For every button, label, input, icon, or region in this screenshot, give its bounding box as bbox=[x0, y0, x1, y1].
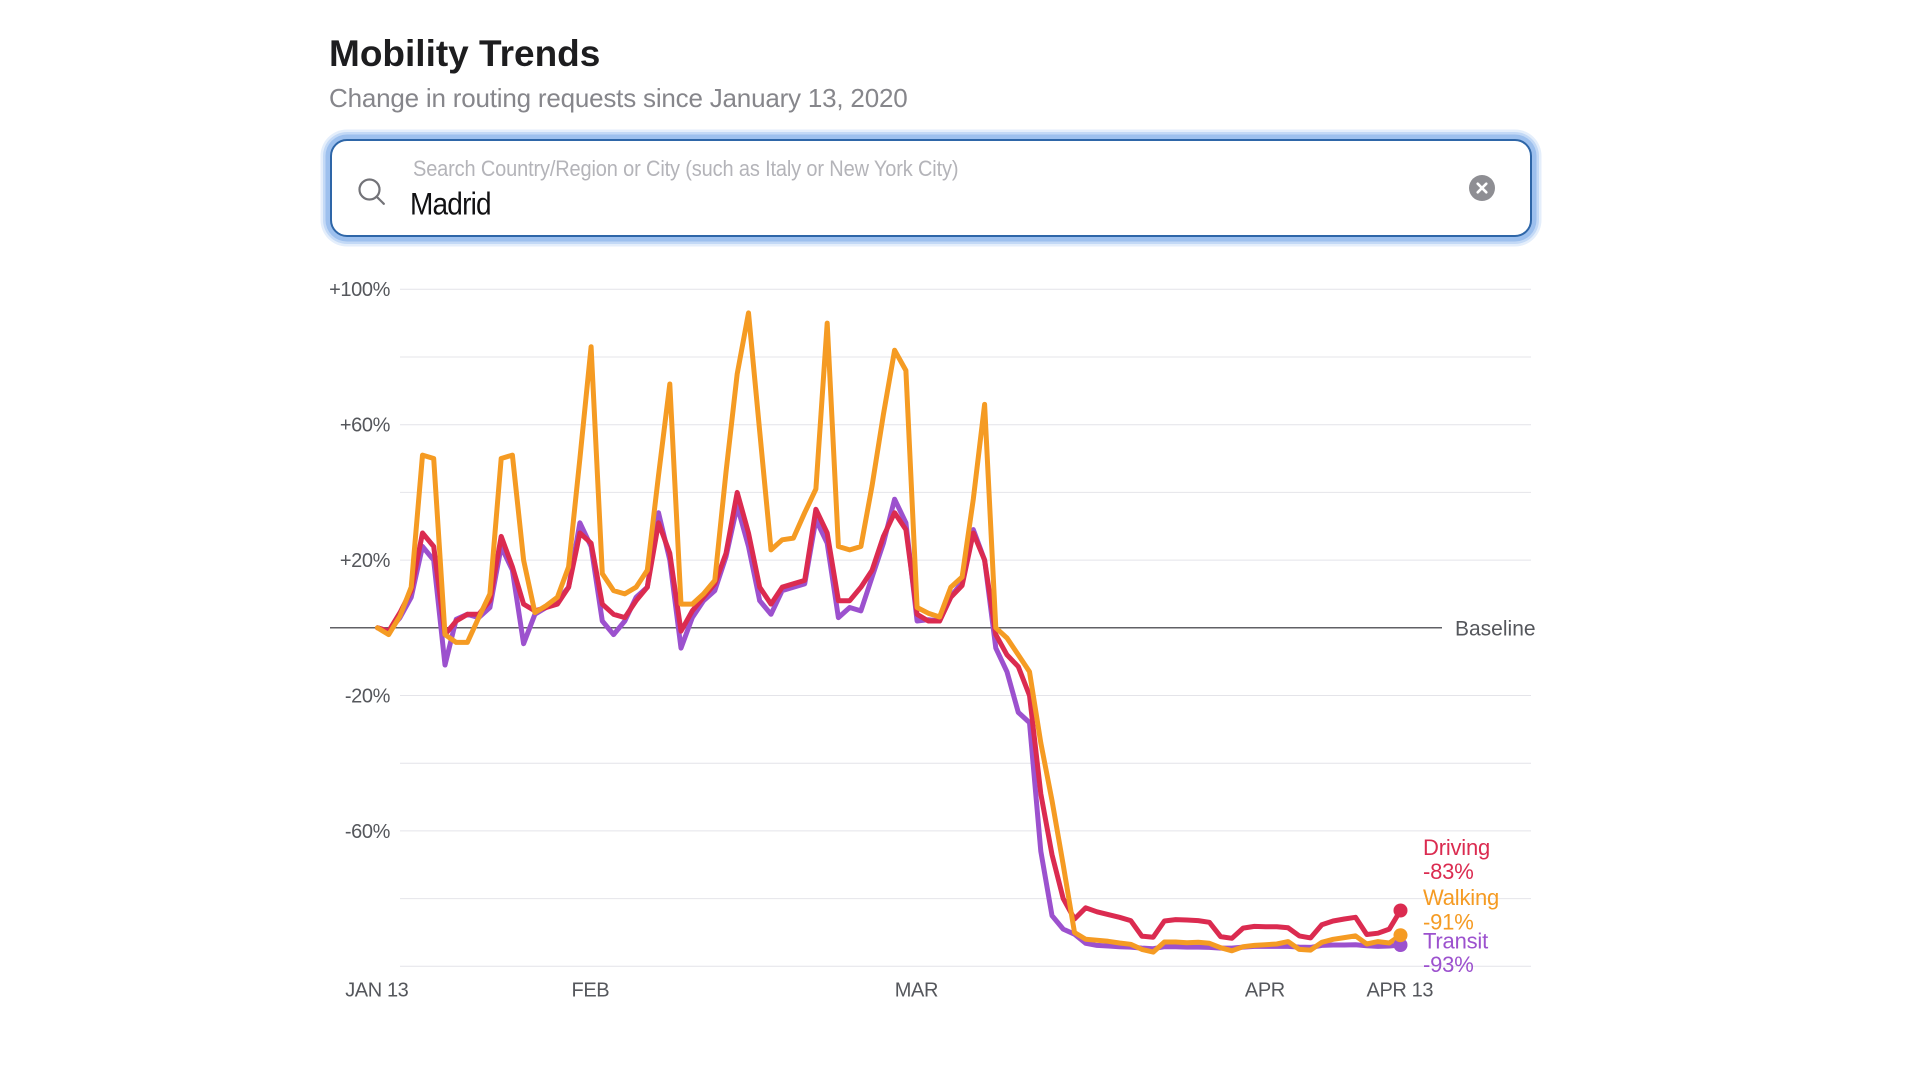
svg-text:-60%: -60% bbox=[345, 821, 391, 843]
svg-text:MAR: MAR bbox=[895, 980, 938, 1002]
svg-text:-91%: -91% bbox=[1423, 910, 1474, 935]
svg-text:Driving: Driving bbox=[1423, 835, 1490, 860]
svg-text:+20%: +20% bbox=[340, 550, 391, 572]
svg-text:-93%: -93% bbox=[1423, 952, 1474, 977]
svg-text:Walking: Walking bbox=[1423, 885, 1499, 910]
svg-text:Baseline: Baseline bbox=[1455, 617, 1536, 640]
svg-text:+100%: +100% bbox=[329, 279, 390, 301]
svg-text:+60%: +60% bbox=[340, 415, 391, 437]
svg-text:-20%: -20% bbox=[345, 686, 391, 708]
svg-text:FEB: FEB bbox=[572, 980, 610, 1002]
svg-text:-83%: -83% bbox=[1423, 859, 1474, 884]
svg-text:JAN 13: JAN 13 bbox=[345, 980, 408, 1002]
svg-text:Transit: Transit bbox=[1423, 929, 1488, 954]
svg-text:APR 13: APR 13 bbox=[1367, 980, 1434, 1002]
svg-text:APR: APR bbox=[1245, 980, 1285, 1002]
